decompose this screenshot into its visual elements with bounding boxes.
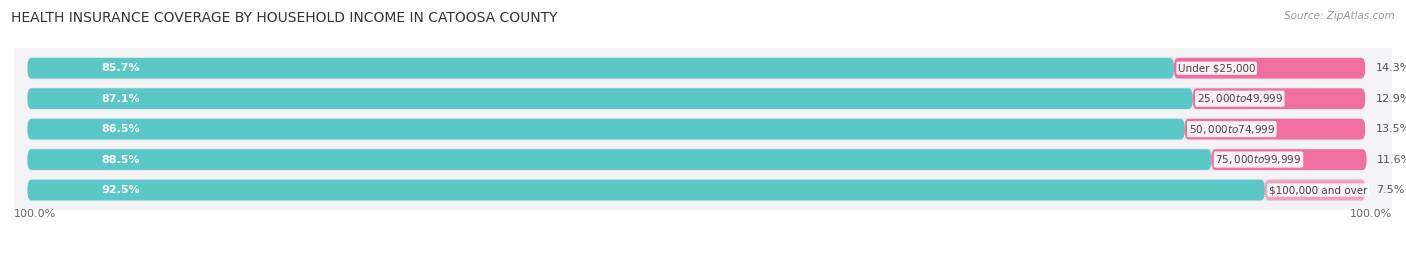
FancyBboxPatch shape	[1192, 88, 1365, 109]
FancyBboxPatch shape	[28, 148, 1365, 171]
Text: HEALTH INSURANCE COVERAGE BY HOUSEHOLD INCOME IN CATOOSA COUNTY: HEALTH INSURANCE COVERAGE BY HOUSEHOLD I…	[11, 11, 558, 25]
Text: $100,000 and over: $100,000 and over	[1268, 185, 1368, 195]
Text: 86.5%: 86.5%	[101, 124, 139, 134]
FancyBboxPatch shape	[28, 88, 1192, 109]
FancyBboxPatch shape	[28, 149, 1212, 170]
Text: 7.5%: 7.5%	[1376, 185, 1405, 195]
FancyBboxPatch shape	[28, 58, 1174, 79]
Text: Source: ZipAtlas.com: Source: ZipAtlas.com	[1284, 11, 1395, 21]
Text: 100.0%: 100.0%	[14, 209, 56, 219]
FancyBboxPatch shape	[1212, 149, 1367, 170]
Text: Under $25,000: Under $25,000	[1178, 63, 1256, 73]
FancyBboxPatch shape	[1265, 180, 1365, 200]
Text: 88.5%: 88.5%	[101, 155, 139, 165]
Text: 85.7%: 85.7%	[101, 63, 139, 73]
Text: 87.1%: 87.1%	[101, 94, 139, 104]
FancyBboxPatch shape	[28, 180, 1265, 200]
Text: 92.5%: 92.5%	[101, 185, 139, 195]
FancyBboxPatch shape	[28, 57, 1365, 79]
FancyBboxPatch shape	[28, 119, 1185, 139]
Text: 13.5%: 13.5%	[1376, 124, 1406, 134]
Text: 14.3%: 14.3%	[1376, 63, 1406, 73]
FancyBboxPatch shape	[1185, 119, 1365, 139]
FancyBboxPatch shape	[28, 118, 1365, 140]
Text: 11.6%: 11.6%	[1378, 155, 1406, 165]
Text: 12.9%: 12.9%	[1376, 94, 1406, 104]
FancyBboxPatch shape	[1174, 58, 1365, 79]
FancyBboxPatch shape	[28, 87, 1365, 110]
FancyBboxPatch shape	[28, 179, 1365, 201]
Text: 100.0%: 100.0%	[1350, 209, 1392, 219]
Text: $25,000 to $49,999: $25,000 to $49,999	[1197, 92, 1282, 105]
Text: $75,000 to $99,999: $75,000 to $99,999	[1215, 153, 1302, 166]
Text: $50,000 to $74,999: $50,000 to $74,999	[1188, 123, 1275, 136]
